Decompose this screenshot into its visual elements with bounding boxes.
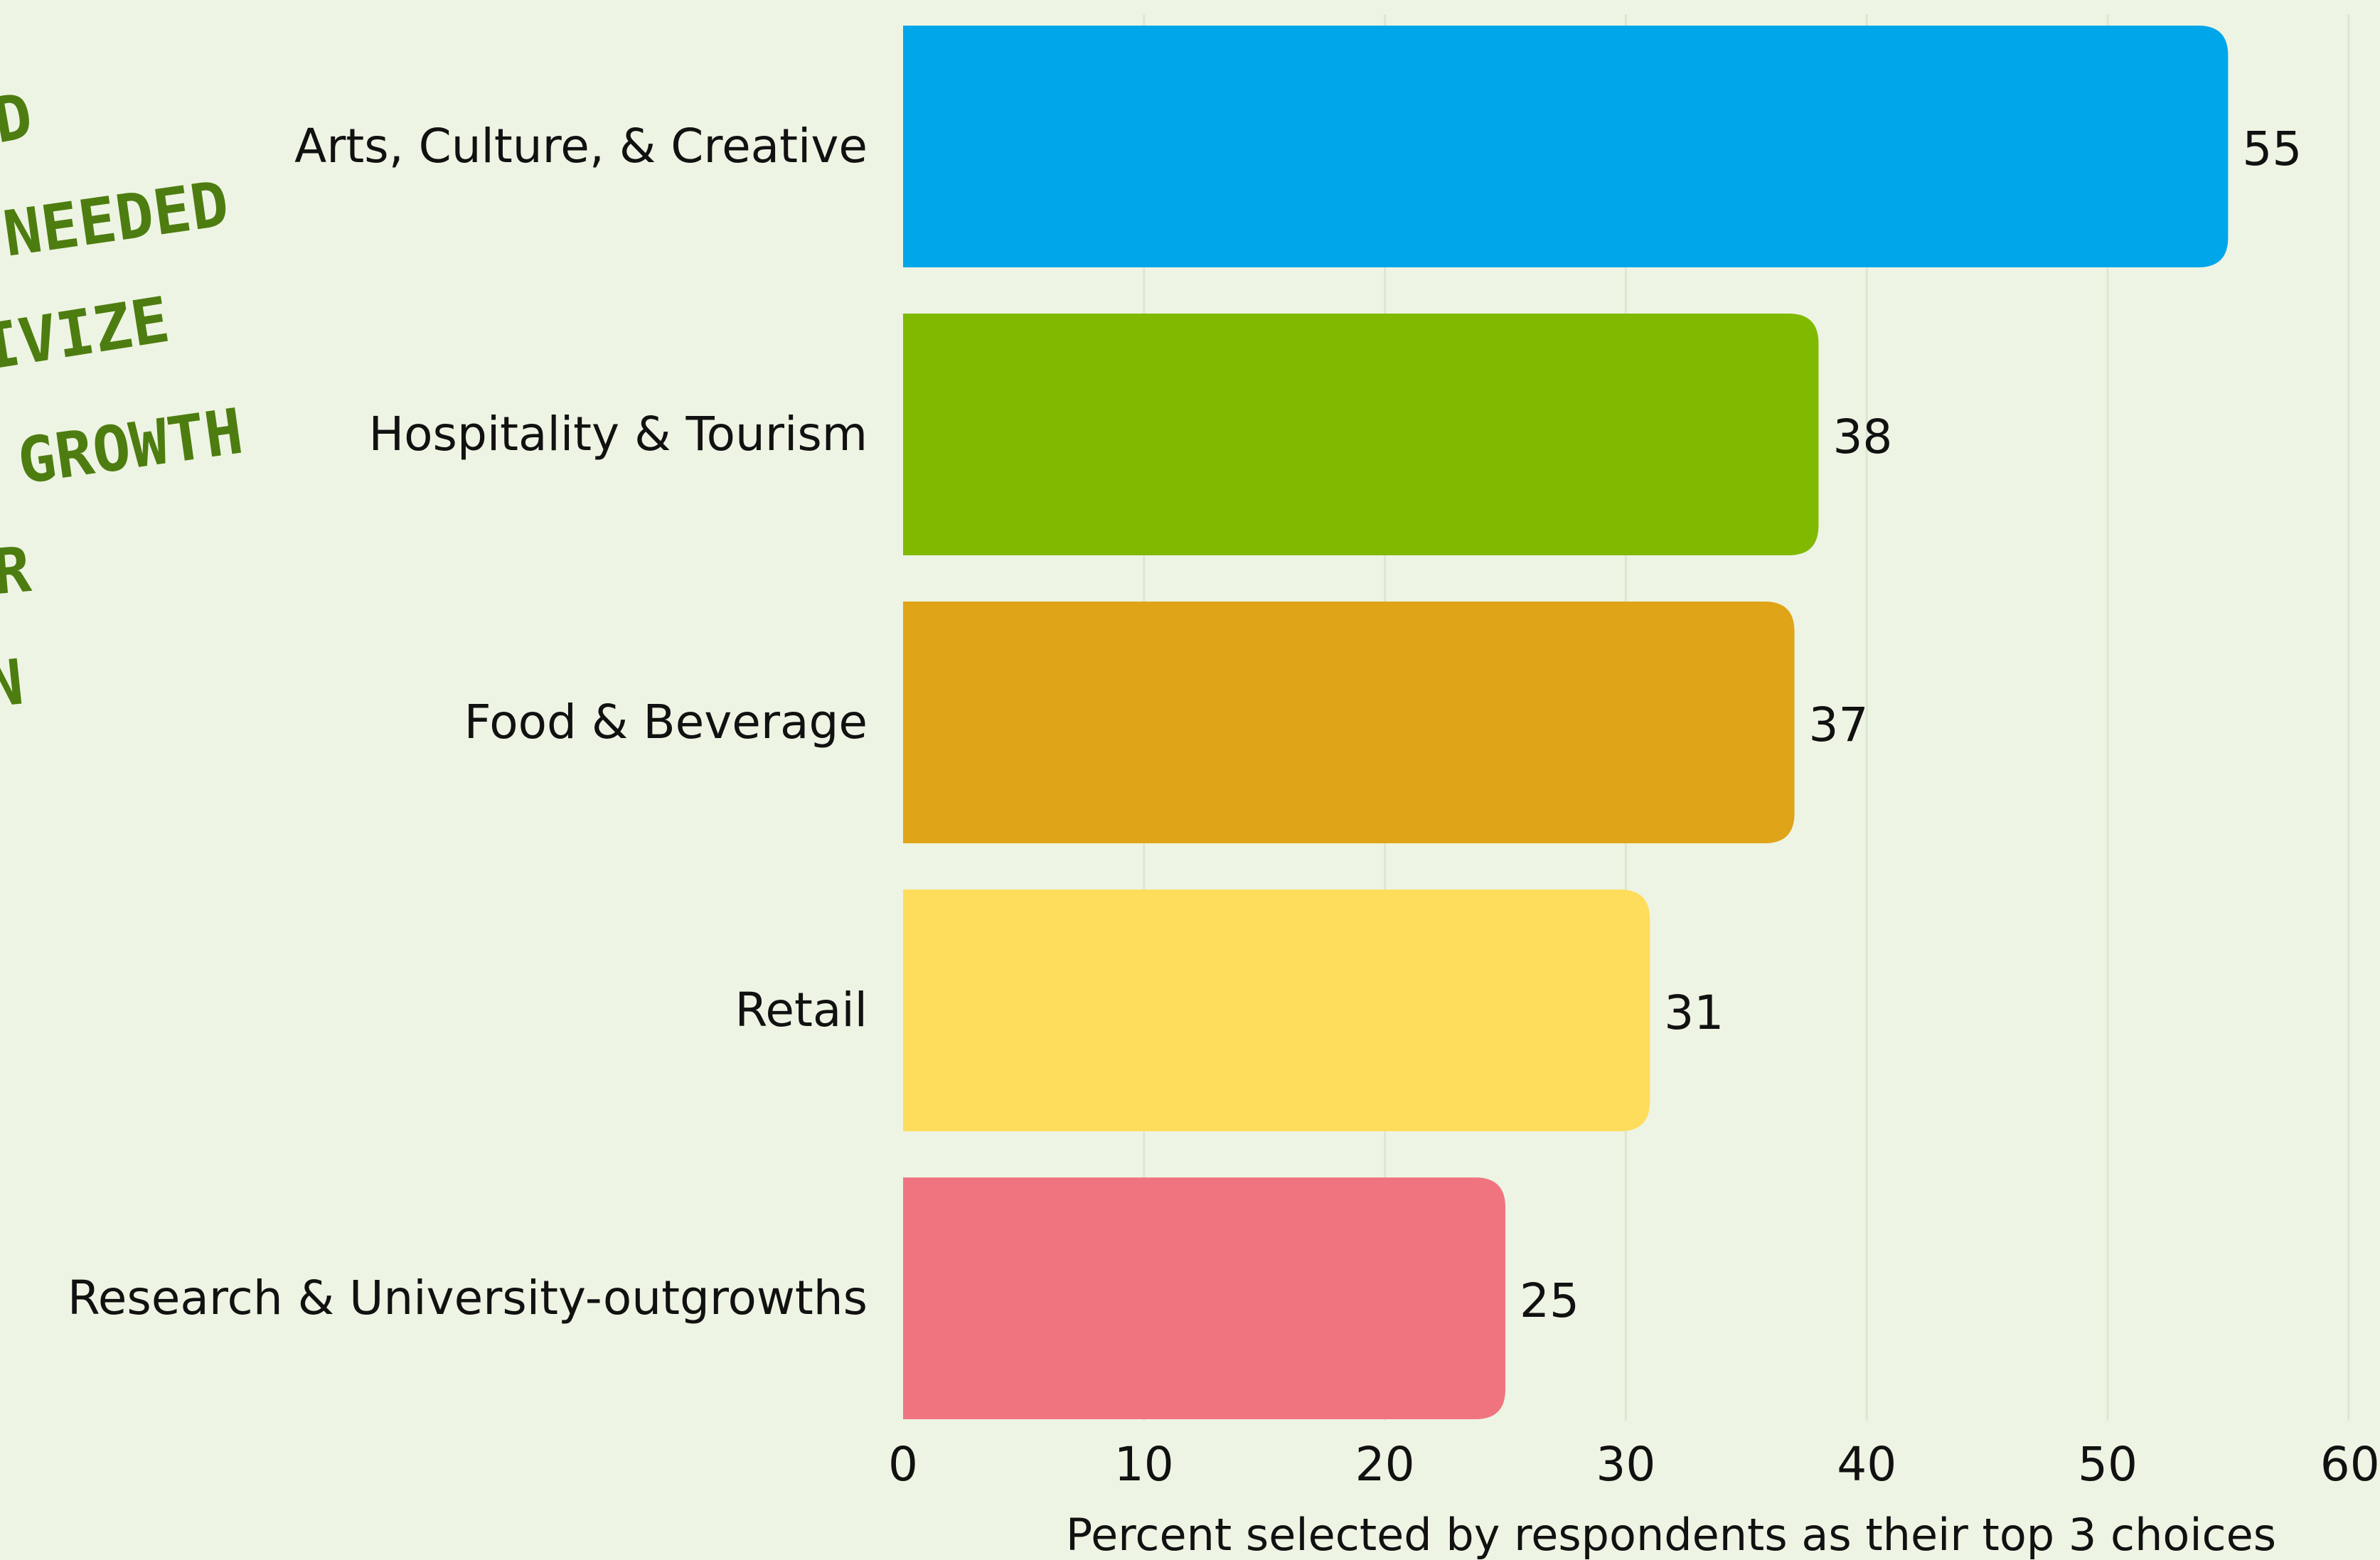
value-label: 38 (1832, 410, 1892, 464)
bar (903, 602, 1795, 843)
category-label: Research & University-outgrowths (68, 1271, 868, 1325)
bars (903, 26, 2229, 1419)
bar (903, 26, 2229, 267)
category-label: Hospitality & Tourism (369, 407, 868, 461)
handwritten-note: WN (0, 645, 27, 726)
bar (903, 889, 1650, 1131)
value-label: 55 (2242, 122, 2302, 176)
value-label: 25 (1520, 1273, 1579, 1328)
value-labels: 55 38 37 31 25 (1520, 122, 2302, 1328)
handwritten-note: NEEDED (0, 167, 233, 271)
x-tick-label: 60 (2320, 1437, 2380, 1492)
value-label: 37 (1809, 698, 1869, 752)
handwritten-note: GROWTH (14, 395, 247, 498)
value-label: 31 (1664, 985, 1724, 1040)
x-tick-label: 50 (2078, 1437, 2138, 1492)
x-axis-title: Percent selected by respondents as their… (1066, 1509, 2276, 1560)
x-tick-label: 40 (1837, 1437, 1896, 1492)
category-label: Food & Beverage (464, 695, 868, 749)
bar (903, 1177, 1505, 1419)
handwritten-note: ND (0, 79, 38, 164)
x-tick-label: 10 (1114, 1437, 1174, 1492)
handwritten-note: IVIZE (0, 283, 174, 385)
handwritten-note: ER (0, 533, 33, 612)
x-tick-label: 20 (1355, 1437, 1415, 1492)
bar (903, 314, 1819, 555)
category-label: Arts, Culture, & Creative (294, 119, 868, 173)
x-tick-label: 0 (888, 1437, 918, 1492)
x-axis-ticks: 0 10 20 30 40 50 60 (888, 1437, 2380, 1492)
x-tick-label: 30 (1596, 1437, 1655, 1492)
category-labels: Arts, Culture, & Creative Hospitality & T… (68, 119, 868, 1325)
category-label: Retail (735, 983, 868, 1037)
